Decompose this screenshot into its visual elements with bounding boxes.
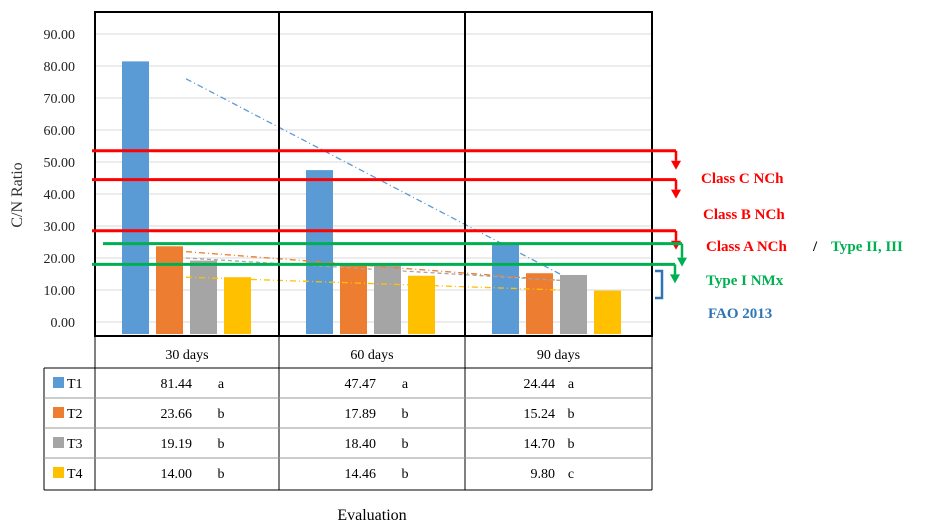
table-group-letter: b [218,437,225,452]
x-axis-label: Evaluation [337,507,406,524]
table-value: 81.44 [161,377,193,392]
legend-swatch-t4 [53,467,64,478]
table-group-letter: b [568,437,575,452]
reference-arrowhead [670,274,680,284]
table-group-letter: b [218,407,225,422]
annotation-label: Type I NMx [706,273,784,289]
reference-arrowhead [671,189,681,199]
bar-t1-2 [306,170,333,334]
y-tick-label: 90.00 [44,28,76,43]
table-group-letter: b [568,407,575,422]
table-group-letter: a [218,377,225,392]
table-group-letter: b [402,467,409,482]
legend-swatch-t3 [53,437,64,448]
trendline-t1 [185,78,561,275]
legend-label: T4 [67,467,83,482]
bar-t4-3 [594,290,621,334]
annotation-label: / [812,239,818,255]
y-tick-label: 50.00 [44,156,76,171]
reference-arrowhead [677,257,687,267]
reference-lines [92,149,687,300]
y-tick-label: 70.00 [44,92,76,107]
legend-label: T3 [67,437,83,452]
table-value: 9.80 [531,467,556,482]
y-tick-label: 0.00 [51,316,76,331]
bar-t2-1 [156,246,183,334]
category-label: 90 days [537,348,580,363]
trendlines [185,78,561,291]
table-group-letter: c [568,467,574,482]
fao-bracket [655,269,664,300]
table-value: 15.24 [524,407,556,422]
bars [122,61,621,334]
y-tick-label: 60.00 [44,124,76,139]
plot-border [94,11,653,337]
legend-swatch-t2 [53,407,64,418]
y-axis-label: C/N Ratio [9,162,26,227]
table-value: 14.46 [345,467,377,482]
trendline-t4 [185,276,561,291]
table-group-letter: b [402,437,409,452]
bar-t4-1 [224,277,251,334]
annotation-label: Class A NCh [706,239,788,255]
bar-t1-1 [122,61,149,334]
bar-t2-3 [526,273,553,334]
bar-t3-1 [190,260,217,334]
annotation-label: Type II, III [831,239,903,255]
y-tick-label: 40.00 [44,188,76,203]
annotations: Class C NCh Class B NCh Class A NCh / Type I… [701,171,903,322]
bar-t2-2 [340,264,367,334]
y-tick-label: 10.00 [44,284,76,299]
y-tick-labels: 0.00 10.00 20.00 30.00 40.00 50.00 60.00 70.00 8… [44,28,76,331]
data-table: 30 days 60 days 90 days T1 81.44 a 47.47 a 24.44… [43,336,653,491]
legend-swatch-t1 [53,377,64,388]
trendline-t2 [185,250,561,282]
annotation-label: FAO 2013 [708,306,772,322]
y-tick-label: 80.00 [44,60,76,75]
table-group-letter: a [402,377,409,392]
plot-frame [94,11,653,337]
y-tick-label: 20.00 [44,252,76,267]
table-value: 19.19 [161,437,193,452]
legend-label: T1 [67,377,83,392]
table-group-letter: b [218,467,225,482]
table-value: 14.70 [524,437,556,452]
table-value: 14.00 [161,467,193,482]
bar-t3-3 [560,274,587,334]
table-group-letter: a [568,377,575,392]
category-label: 30 days [165,348,208,363]
annotation-label: Class B NCh [703,207,785,223]
table-value: 24.44 [524,377,556,392]
annotation-label: Class C NCh [701,171,784,187]
table-group-letter: b [402,407,409,422]
category-label: 60 days [350,348,393,363]
table-value: 17.89 [345,407,377,422]
table-value: 23.66 [161,407,193,422]
reference-arrowhead [671,160,681,170]
table-value: 47.47 [345,377,377,392]
bar-t3-2 [374,263,401,334]
table-value: 18.40 [345,437,377,452]
legend-label: T2 [67,407,83,422]
y-tick-label: 30.00 [44,220,76,235]
